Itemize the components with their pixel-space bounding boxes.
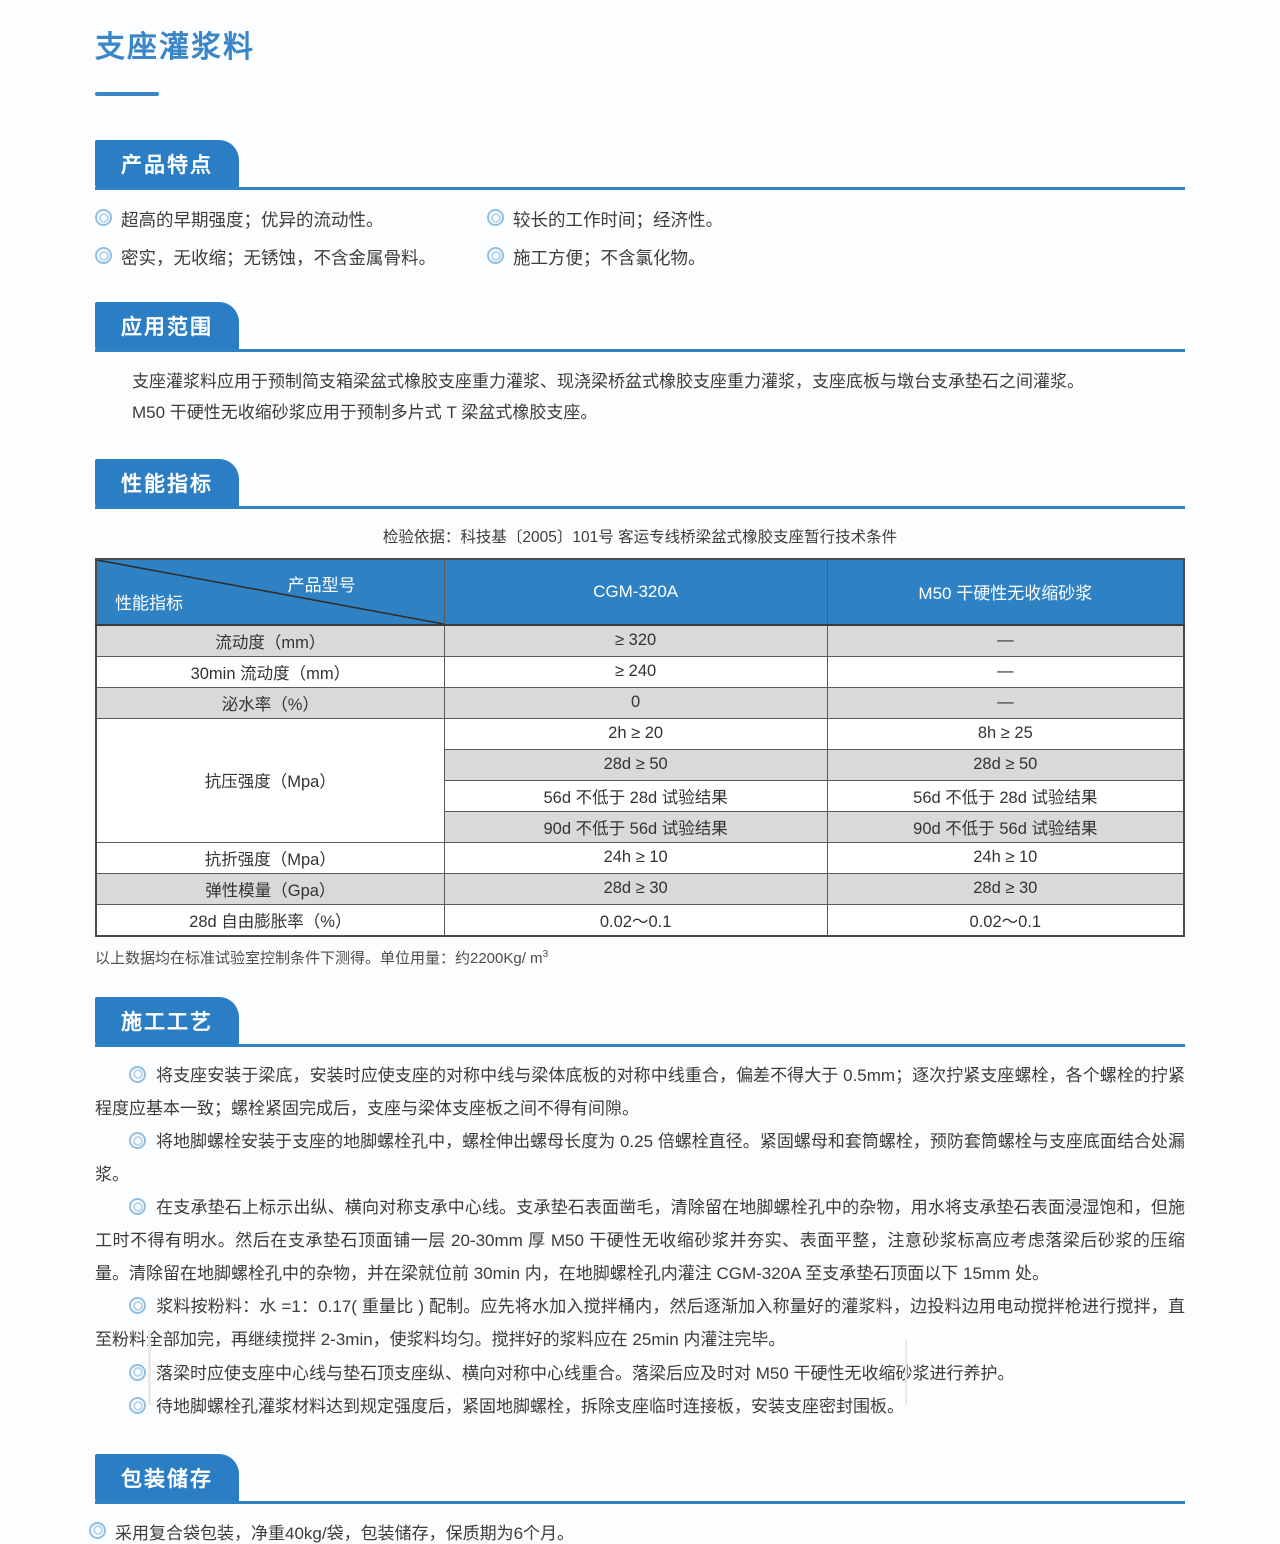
row-label: 28d 自由膨胀率（%）	[95, 903, 445, 937]
section-header-application: 应用范围	[95, 302, 1185, 352]
feature-text: 较长的工作时间；经济性。	[513, 210, 723, 230]
row-label: 弹性模量（Gpa）	[95, 872, 445, 905]
table-row: 抗折强度（Mpa） 24h ≥ 10 24h ≥ 10	[95, 841, 1185, 874]
process-step: 将支座安装于梁底，安装时应使支座的对称中线与梁体底板的对称中线重合，偏差不得大于…	[95, 1060, 1185, 1125]
bullet-icon	[95, 209, 112, 226]
table-note-superscript: 3	[542, 948, 549, 960]
feature-text: 密实，无收缩；无锈蚀，不含金属骨料。	[121, 248, 436, 268]
table-note: 以上数据均在标准试验室控制条件下测得。单位用量：约2200Kg/ m3	[95, 947, 1185, 968]
bullet-icon	[487, 247, 504, 264]
bullet-icon	[129, 1363, 146, 1381]
process-step-text: 将支座安装于梁底，安装时应使支座的对称中线与梁体底板的对称中线重合，偏差不得大于…	[95, 1065, 1185, 1118]
packaging-text: 采用复合袋包装，净重40kg/袋，包装储存，保质期为6个月。	[115, 1523, 575, 1543]
bullet-icon	[129, 1297, 146, 1315]
row-label: 抗折强度（Mpa）	[95, 841, 445, 874]
process-step-text: 浆料按粉料：水 =1：0.17( 重量比 ) 配制。应先将水加入搅拌桶内，然后逐…	[95, 1297, 1185, 1349]
section-header-performance: 性能指标	[95, 458, 1185, 509]
bullet-icon	[487, 209, 504, 226]
column-header-cgm: CGM-320A	[443, 558, 828, 626]
bullet-icon	[129, 1198, 146, 1216]
cgm-value: 24h ≥ 10	[443, 841, 828, 874]
corner-label-performance-index: 性能指标	[115, 593, 183, 613]
cgm-value: 2h ≥ 20	[443, 717, 828, 750]
table-row: 抗压强度（Mpa） 2h ≥ 20 8h ≥ 25	[95, 717, 1185, 843]
m50-value: 90d 不低于 56d 试验结果	[826, 810, 1185, 843]
table-row: 28d 自由膨胀率（%） 0.02～0.1 0.02～0.1	[95, 903, 1185, 937]
table-row: 流动度（mm） ≥ 320 —	[95, 624, 1185, 657]
m50-value: 8h ≥ 25	[826, 717, 1185, 750]
bullet-icon	[129, 1132, 146, 1150]
table-header-row: 产品型号 性能指标 CGM-320A M50 干硬性无收缩砂浆	[95, 558, 1185, 626]
row-label: 30min 流动度（mm）	[95, 655, 445, 688]
process-step: 在支承垫石上标示出纵、横向对称支承中心线。支承垫石表面凿毛，清除留在地脚螺栓孔中…	[95, 1192, 1185, 1290]
row-label-compressive-strength: 抗压强度（Mpa）	[95, 717, 445, 843]
bullet-icon	[129, 1065, 146, 1083]
application-text: 支座灌浆料应用于预制简支箱梁盆式橡胶支座重力灌浆、现浇梁桥盆式橡胶支座重力灌浆，…	[95, 366, 1185, 429]
features-badge: 产品特点	[95, 140, 239, 187]
performance-table: 产品型号 性能指标 CGM-320A M50 干硬性无收缩砂浆 流动度（mm） …	[95, 557, 1185, 937]
feature-list: 超高的早期强度；优异的流动性。 较长的工作时间；经济性。 密实，无收缩；无锈蚀，…	[95, 207, 1185, 270]
feature-item: 超高的早期强度；优异的流动性。	[95, 207, 487, 232]
process-step: 将地脚螺栓安装于支座的地脚螺栓孔中，螺栓伸出螺母长度为 0.25 倍螺栓直径。紧…	[95, 1126, 1185, 1191]
m50-value: —	[826, 624, 1185, 657]
process-badge: 施工工艺	[95, 996, 239, 1044]
diagonal-line	[97, 560, 444, 624]
scan-artifact	[905, 1340, 907, 1405]
process-steps: 将支座安装于梁底，安装时应使支座的对称中线与梁体底板的对称中线重合，偏差不得大于…	[95, 1060, 1185, 1424]
bullet-icon	[95, 247, 112, 264]
scan-artifact	[148, 1330, 151, 1405]
cgm-value: ≥ 240	[443, 655, 828, 688]
table-row: 30min 流动度（mm） ≥ 240 —	[95, 655, 1185, 688]
m50-value: 28d ≥ 50	[826, 748, 1185, 781]
cgm-value: 0	[443, 686, 828, 719]
cgm-value: ≥ 320	[443, 624, 828, 657]
bullet-icon	[89, 1521, 106, 1539]
process-step-text: 在支承垫石上标示出纵、横向对称支承中心线。支承垫石表面凿毛，清除留在地脚螺栓孔中…	[95, 1198, 1185, 1283]
row-label: 泌水率（%）	[95, 686, 445, 719]
application-badge: 应用范围	[95, 302, 239, 349]
cgm-value: 0.02～0.1	[443, 903, 828, 937]
column-header-m50: M50 干硬性无收缩砂浆	[826, 558, 1185, 626]
section-header-packaging: 包装储存	[95, 1453, 1185, 1504]
cgm-value: 28d ≥ 50	[443, 748, 828, 781]
process-step: 待地脚螺栓孔灌浆材料达到规定强度后，紧固地脚螺栓，拆除支座临时连接板，安装支座密…	[95, 1391, 1185, 1424]
m50-value: 0.02～0.1	[826, 903, 1185, 937]
row-label: 流动度（mm）	[95, 624, 445, 657]
feature-text: 超高的早期强度；优异的流动性。	[121, 210, 384, 230]
table-row: 泌水率（%） 0 —	[95, 686, 1185, 719]
page-title: 支座灌浆料	[95, 31, 255, 64]
section-header-features: 产品特点	[95, 140, 1185, 190]
process-step: 浆料按粉料：水 =1：0.17( 重量比 ) 配制。应先将水加入搅拌桶内，然后逐…	[95, 1291, 1185, 1356]
cgm-value: 90d 不低于 56d 试验结果	[443, 810, 828, 843]
feature-item: 施工方便；不含氯化物。	[487, 245, 1185, 270]
test-basis: 检验依据：科技基〔2005〕101号 客运专线桥梁盆式橡胶支座暂行技术条件	[382, 528, 898, 546]
m50-value: —	[826, 686, 1185, 719]
cgm-value: 28d ≥ 30	[443, 872, 828, 905]
corner-label-product-model: 产品型号	[287, 575, 356, 595]
m50-value: 56d 不低于 28d 试验结果	[826, 779, 1185, 812]
process-step: 落梁时应使支座中心线与垫石顶支座纵、横向对称中心线重合。落梁后应及时对 M50 …	[95, 1358, 1185, 1391]
table-note-text: 以上数据均在标准试验室控制条件下测得。单位用量：约2200Kg/ m	[95, 949, 543, 967]
performance-badge: 性能指标	[95, 458, 239, 506]
application-paragraph: M50 干硬性无收缩砂浆应用于预制多片式 T 梁盆式橡胶支座。	[132, 403, 598, 423]
section-header-process: 施工工艺	[95, 996, 1185, 1047]
table-corner-cell: 产品型号 性能指标	[95, 558, 445, 626]
feature-item: 密实，无收缩；无锈蚀，不含金属骨料。	[95, 245, 487, 270]
m50-value: 24h ≥ 10	[826, 841, 1185, 874]
m50-value: —	[826, 655, 1185, 688]
process-step-text: 落梁时应使支座中心线与垫石顶支座纵、横向对称中心线重合。落梁后应及时对 M50 …	[156, 1363, 1015, 1383]
feature-item: 较长的工作时间；经济性。	[487, 207, 1185, 232]
process-step-text: 将地脚螺栓安装于支座的地脚螺栓孔中，螺栓伸出螺母长度为 0.25 倍螺栓直径。紧…	[95, 1132, 1185, 1184]
packaging-badge: 包装储存	[95, 1453, 239, 1501]
application-paragraph: 支座灌浆料应用于预制简支箱梁盆式橡胶支座重力灌浆、现浇梁桥盆式橡胶支座重力灌浆，…	[132, 372, 1084, 391]
bullet-icon	[129, 1397, 146, 1415]
process-step-text: 待地脚螺栓孔灌浆材料达到规定强度后，紧固地脚螺栓，拆除支座临时连接板，安装支座密…	[156, 1397, 904, 1417]
title-underline	[95, 92, 159, 96]
feature-text: 施工方便；不含氯化物。	[513, 248, 706, 268]
table-row: 弹性模量（Gpa） 28d ≥ 30 28d ≥ 30	[95, 872, 1185, 905]
packaging-item: 采用复合袋包装，净重40kg/袋，包装储存，保质期为6个月。	[89, 1519, 1185, 1544]
m50-value: 28d ≥ 30	[826, 872, 1185, 905]
cgm-value: 56d 不低于 28d 试验结果	[443, 779, 828, 812]
